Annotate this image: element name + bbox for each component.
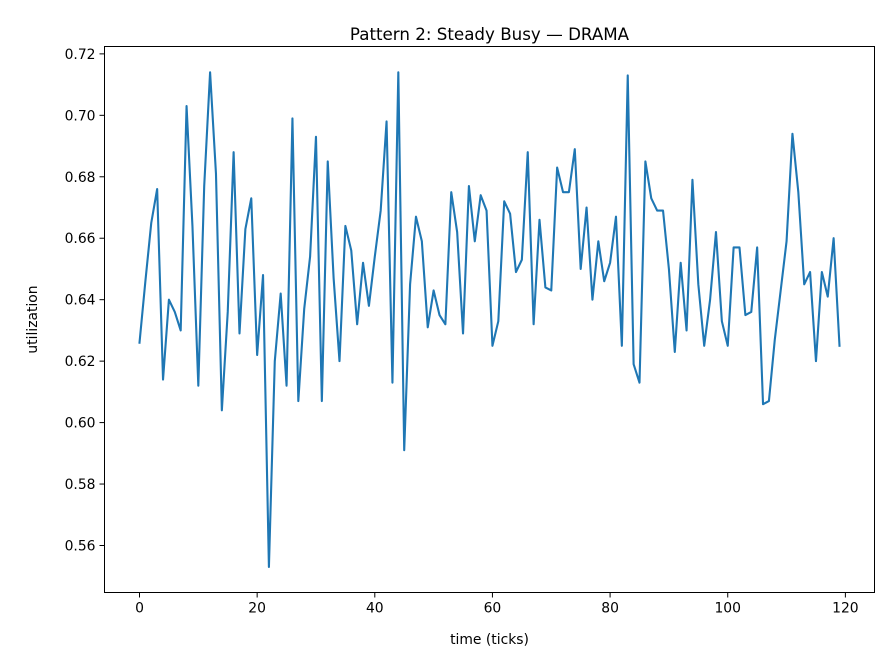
x-tick-label: 80 [601, 601, 619, 617]
y-tick-label: 0.58 [65, 477, 96, 493]
y-tick-label: 0.64 [65, 293, 96, 309]
y-tick-label: 0.70 [65, 108, 96, 124]
x-tick-label: 60 [484, 601, 502, 617]
series-line [138, 71, 841, 569]
x-tick-label: 0 [135, 601, 144, 617]
y-tick-label: 0.68 [65, 170, 96, 186]
plot-frame [104, 46, 875, 593]
y-tick-label: 0.72 [65, 47, 96, 63]
x-tick-label: 20 [248, 601, 266, 617]
x-tick-label: 100 [714, 601, 741, 617]
x-axis-label: time (ticks) [450, 632, 529, 648]
x-tick-label: 40 [366, 601, 384, 617]
y-tick-label: 0.66 [65, 231, 96, 247]
ticks-group: 0 20 40 60 80 100 120 0.56 0.58 0.60 0.62 0.64 0.66 0… [65, 47, 859, 617]
series-group [138, 71, 841, 569]
chart-title: Pattern 2: Steady Busy — DRAMA [350, 24, 630, 44]
x-tick-label: 120 [832, 601, 859, 617]
y-axis-label: utilization [25, 285, 41, 353]
y-tick-label: 0.60 [65, 416, 96, 432]
y-tick-label: 0.56 [65, 538, 96, 554]
y-tick-label: 0.62 [65, 354, 96, 370]
